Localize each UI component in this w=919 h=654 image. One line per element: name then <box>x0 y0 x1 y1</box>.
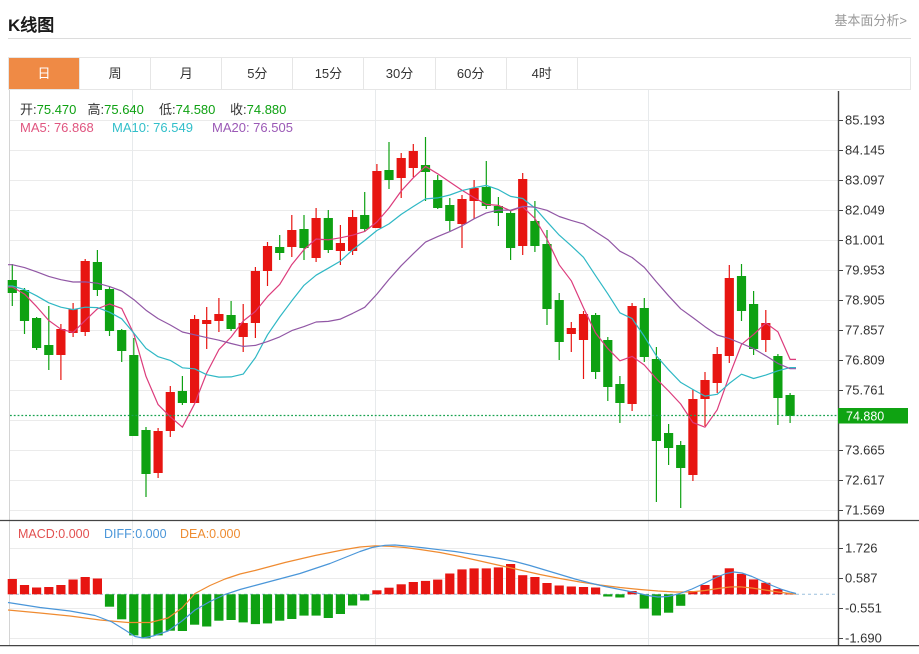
svg-text:MA5: 76.868: MA5: 76.868 <box>20 120 94 135</box>
svg-text:MA10: 76.549: MA10: 76.549 <box>112 120 193 135</box>
svg-text:低:74.580: 低:74.580 <box>159 102 215 117</box>
svg-text:MACD:0.000: MACD:0.000 <box>18 527 90 541</box>
svg-text:78.905: 78.905 <box>845 293 885 308</box>
svg-text:84.145: 84.145 <box>845 143 885 158</box>
svg-text:71.569: 71.569 <box>845 503 885 518</box>
svg-text:MA20: 76.505: MA20: 76.505 <box>212 120 293 135</box>
svg-text:-1.690: -1.690 <box>845 631 882 646</box>
svg-text:76.809: 76.809 <box>845 353 885 368</box>
svg-text:-0.551: -0.551 <box>845 601 882 616</box>
svg-text:77.857: 77.857 <box>845 323 885 338</box>
svg-text:73.665: 73.665 <box>845 443 885 458</box>
svg-text:83.097: 83.097 <box>845 173 885 188</box>
svg-text:DIFF:0.000: DIFF:0.000 <box>104 527 167 541</box>
svg-text:高:75.640: 高:75.640 <box>88 102 144 117</box>
svg-text:74.880: 74.880 <box>846 410 884 424</box>
svg-text:72.617: 72.617 <box>845 473 885 488</box>
svg-text:75.761: 75.761 <box>845 383 885 398</box>
svg-text:81.001: 81.001 <box>845 233 885 248</box>
svg-text:1.726: 1.726 <box>845 541 878 556</box>
svg-text:DEA:0.000: DEA:0.000 <box>180 527 241 541</box>
svg-text:0.587: 0.587 <box>845 571 878 586</box>
svg-text:85.193: 85.193 <box>845 113 885 128</box>
svg-text:开:75.470: 开:75.470 <box>20 102 76 117</box>
svg-text:79.953: 79.953 <box>845 263 885 278</box>
svg-text:82.049: 82.049 <box>845 203 885 218</box>
svg-text:收:74.880: 收:74.880 <box>230 102 286 117</box>
